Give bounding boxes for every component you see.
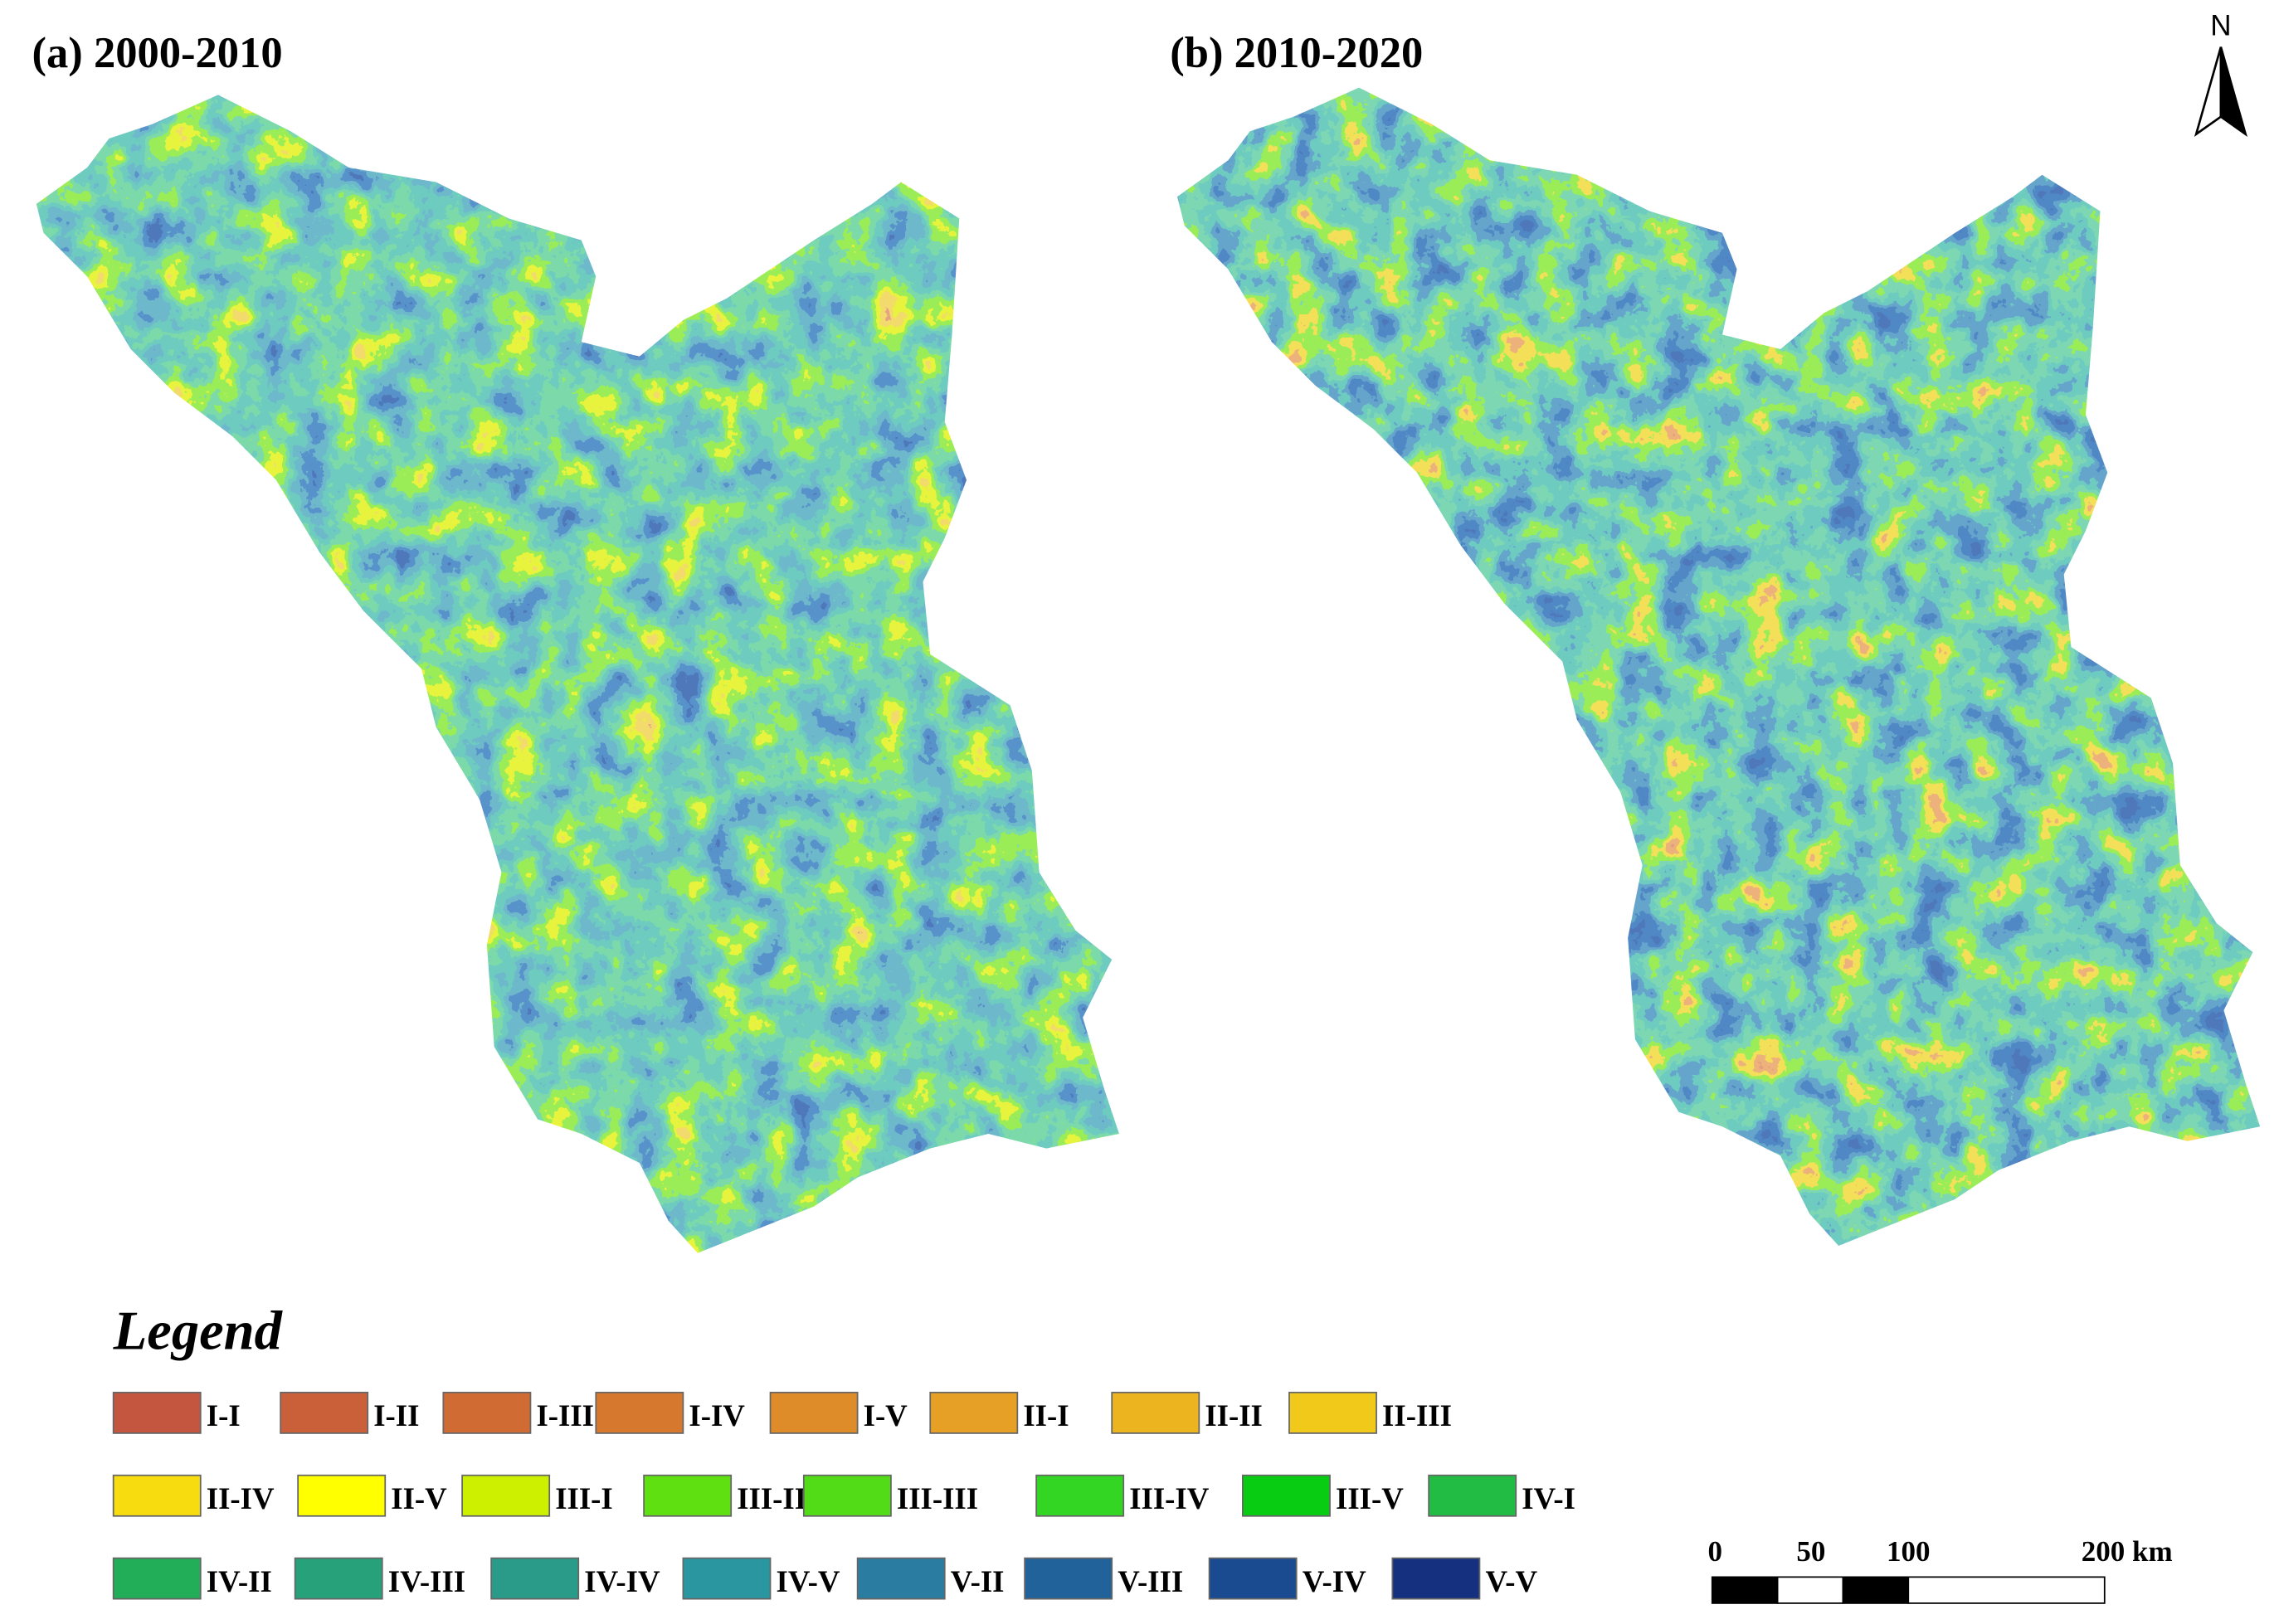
arrow-right [2219, 46, 2247, 137]
legend-label: II-I [1023, 1398, 1069, 1432]
panel-title: (b) 2010-2020 [1170, 29, 1423, 77]
legend-label: IV-IV [584, 1564, 660, 1598]
legend-label: I-IV [689, 1398, 745, 1432]
map-b [1177, 87, 2261, 1246]
legend-label: I-V [864, 1398, 908, 1432]
legend-swatch [442, 1392, 532, 1434]
legend-swatch [1024, 1557, 1113, 1600]
legend-label: IV-I [1522, 1481, 1575, 1515]
legend-label: II-IV [207, 1481, 275, 1515]
legend-label: I-III [536, 1398, 594, 1432]
legend-label: I-I [207, 1398, 241, 1432]
legend-swatch [280, 1392, 369, 1434]
legend-label: IV-III [388, 1564, 465, 1598]
legend-label: I-II [373, 1398, 419, 1432]
legend-title: Legend [113, 1301, 284, 1361]
legend-swatch [856, 1557, 946, 1600]
legend: I-I I-II I-III I-IV I-V II-I II-II II-III II-IV I… [112, 1392, 1575, 1600]
legend-swatch [112, 1557, 202, 1600]
map-a [36, 95, 1119, 1253]
legend-label: V-V [1485, 1564, 1537, 1598]
legend-swatch [461, 1474, 551, 1517]
scale-label: 100 [1887, 1535, 1931, 1568]
scale-label: 0 [1707, 1535, 1722, 1568]
legend-swatch [294, 1557, 383, 1600]
legend-swatch [1242, 1474, 1331, 1517]
scale-label: 200 km [2082, 1535, 2173, 1568]
arrow-left [2194, 46, 2223, 137]
legend-label: IV-V [777, 1564, 840, 1598]
scale-bar: 0 50 100 200 km [1707, 1535, 2173, 1604]
legend-swatch [929, 1392, 1019, 1434]
legend-swatch [297, 1474, 387, 1517]
legend-swatch [682, 1557, 772, 1600]
legend-swatch [643, 1474, 733, 1517]
scale-label: 50 [1796, 1535, 1825, 1568]
legend-swatch [1391, 1557, 1481, 1600]
legend-label: II-II [1205, 1398, 1263, 1432]
legend-label: V-II [951, 1564, 1005, 1598]
map-texture [1177, 87, 2261, 1246]
legend-swatch [595, 1392, 684, 1434]
north-arrow: N [2194, 10, 2247, 137]
legend-swatch [1208, 1557, 1298, 1600]
legend-swatch [112, 1474, 202, 1517]
legend-label: III-II [737, 1481, 806, 1515]
legend-label: III-III [897, 1481, 978, 1515]
legend-label: II-V [391, 1481, 447, 1515]
scale-segment [1776, 1576, 1844, 1604]
legend-swatch [1288, 1392, 1377, 1434]
panel-title: (a) 2000-2010 [32, 29, 283, 77]
legend-swatch [1035, 1474, 1125, 1517]
north-label: N [2210, 10, 2231, 42]
legend-swatch [802, 1474, 892, 1517]
scale-segment [1711, 1576, 1779, 1604]
legend-label: IV-II [207, 1564, 272, 1598]
legend-label: III-IV [1129, 1481, 1210, 1515]
legend-swatch [769, 1392, 859, 1434]
legend-swatch [1111, 1392, 1200, 1434]
legend-label: V-IV [1303, 1564, 1366, 1598]
scale-segment [1907, 1576, 2106, 1604]
map-texture [36, 95, 1119, 1253]
legend-label: III-V [1336, 1481, 1404, 1515]
legend-label: III-I [555, 1481, 613, 1515]
legend-swatch [1428, 1474, 1517, 1517]
legend-label: V-III [1118, 1564, 1183, 1598]
legend-swatch [112, 1392, 202, 1434]
scale-segment [1842, 1576, 1910, 1604]
legend-label: II-III [1382, 1398, 1452, 1432]
legend-swatch [490, 1557, 580, 1600]
